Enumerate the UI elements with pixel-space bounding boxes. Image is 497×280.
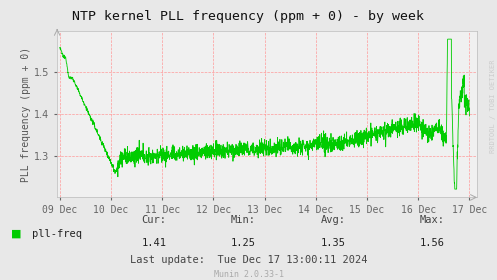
Text: Avg:: Avg:	[321, 215, 345, 225]
Text: Munin 2.0.33-1: Munin 2.0.33-1	[214, 270, 283, 279]
Text: ■: ■	[11, 229, 21, 239]
Text: pll-freq: pll-freq	[32, 229, 83, 239]
Text: RRDTOOL / TOBI OETIKER: RRDTOOL / TOBI OETIKER	[490, 60, 496, 153]
Y-axis label: PLL frequency (ppm + 0): PLL frequency (ppm + 0)	[21, 46, 31, 182]
Text: Last update:  Tue Dec 17 13:00:11 2024: Last update: Tue Dec 17 13:00:11 2024	[130, 255, 367, 265]
Text: 1.25: 1.25	[231, 238, 256, 248]
Text: NTP kernel PLL frequency (ppm + 0) - by week: NTP kernel PLL frequency (ppm + 0) - by …	[73, 10, 424, 23]
Text: 1.56: 1.56	[420, 238, 445, 248]
Text: 1.35: 1.35	[321, 238, 345, 248]
Text: Max:: Max:	[420, 215, 445, 225]
Text: Min:: Min:	[231, 215, 256, 225]
Text: 1.41: 1.41	[142, 238, 166, 248]
Text: Cur:: Cur:	[142, 215, 166, 225]
